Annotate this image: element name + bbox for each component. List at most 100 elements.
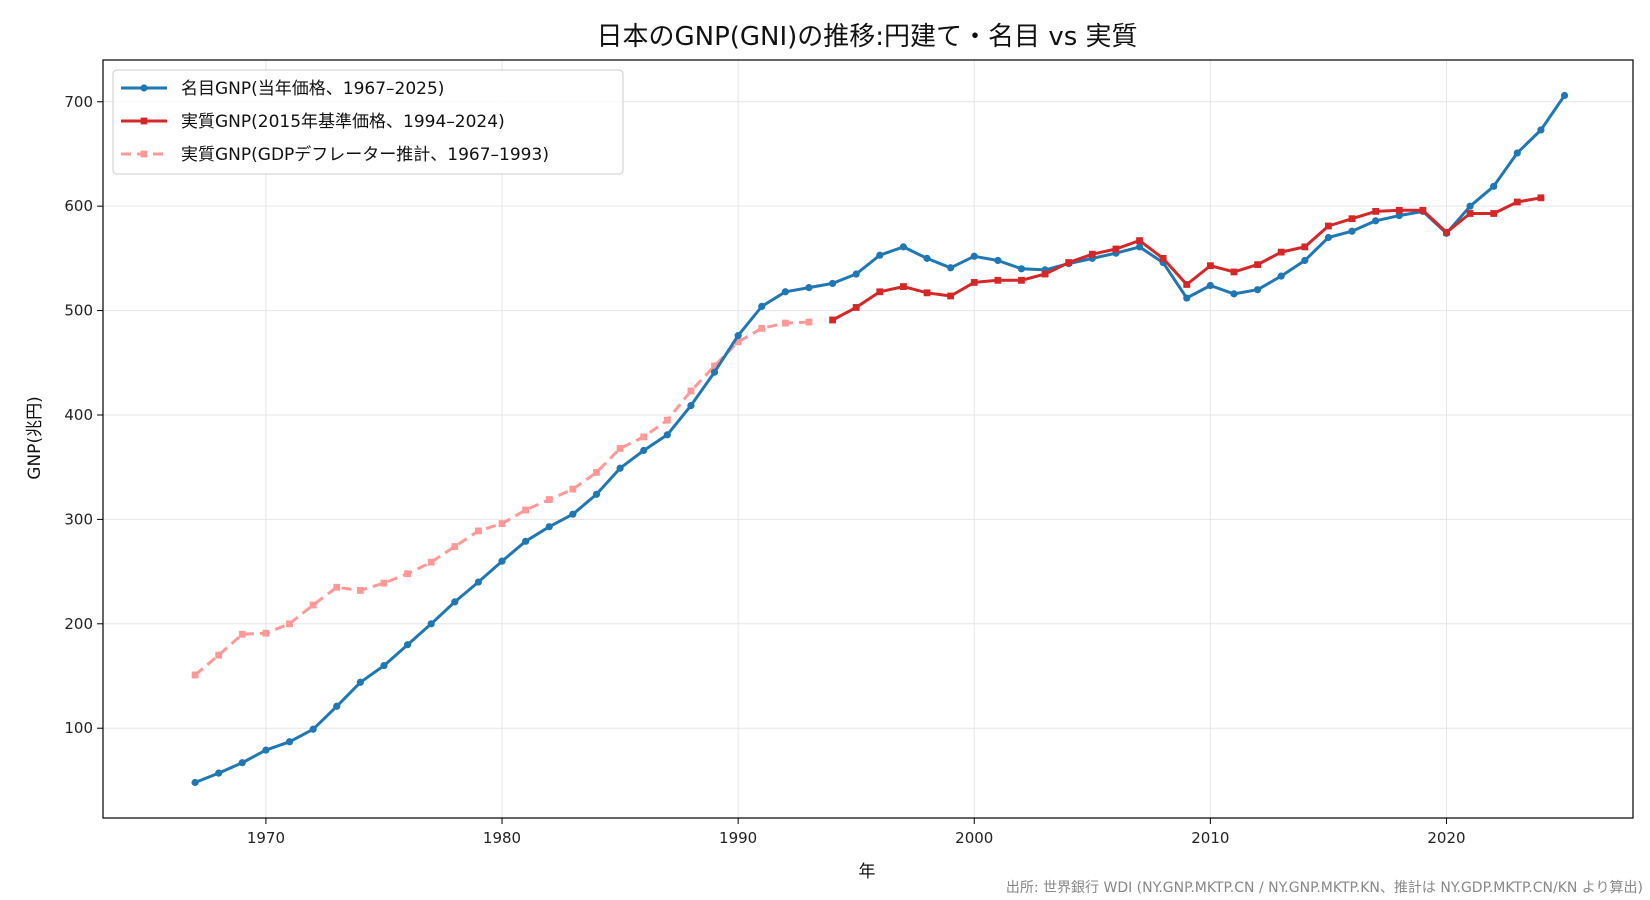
series-1-point: [710, 368, 719, 376]
series-2-point: [1065, 259, 1073, 266]
series-2: [829, 194, 1545, 324]
series-1-point: [1301, 256, 1309, 265]
x-tick-label: 2010: [1191, 829, 1229, 847]
series-1-point: [852, 270, 860, 278]
series-1-point: [1560, 91, 1569, 100]
series-2-point: [1301, 243, 1309, 251]
legend-swatch-marker: [140, 84, 148, 92]
series-3-point: [356, 586, 364, 594]
x-axis-label: 年: [859, 862, 876, 882]
series-1-point: [1253, 286, 1262, 294]
series-3-point: [593, 469, 600, 476]
series-1-point: [970, 252, 978, 260]
series-2-point: [1537, 194, 1545, 202]
axis-ticks: 1970 1980 1990 2000 2010 2020 100 200 300 400 500 6…: [64, 93, 1465, 847]
grid: [103, 60, 1633, 818]
series-3-point: [711, 362, 718, 370]
x-tick-label: 1980: [483, 829, 521, 847]
series-2-point: [876, 288, 884, 296]
x-tick-label: 1990: [719, 829, 757, 847]
series-1-point: [498, 557, 506, 565]
source-note: 出所: 世界銀行 WDI (NY.GNP.MKTP.CN / NY.GNP.MK…: [1006, 880, 1643, 896]
y-tick-label: 700: [64, 93, 93, 111]
series-2-point: [1254, 261, 1261, 269]
series-3-point: [569, 485, 577, 493]
series-1-point: [569, 510, 577, 518]
series-3-point: [451, 543, 459, 550]
series-3-point: [734, 338, 742, 346]
series-1-point: [285, 738, 294, 746]
series-1-point: [616, 464, 624, 472]
series-1: [191, 91, 1569, 787]
series-3-point: [333, 583, 341, 591]
y-tick-label: 600: [64, 197, 93, 215]
series-3-point: [404, 570, 411, 578]
series-2-point: [852, 304, 860, 311]
series-2-point: [1395, 206, 1403, 214]
series-2-point: [1206, 262, 1214, 270]
series-1-point: [333, 702, 341, 710]
series-3-point: [262, 629, 270, 637]
legend-entry: 実質GNP(GDPデフレーター推計、1967–1993): [181, 144, 549, 165]
series-3-point: [475, 527, 482, 535]
series-2-point: [1088, 250, 1096, 258]
series-2-point: [900, 283, 907, 290]
series-1-line: [194, 94, 1566, 784]
series-1-point: [758, 302, 766, 311]
series-1-point: [238, 759, 246, 767]
series-1-point: [522, 537, 530, 545]
series-2-point: [1159, 254, 1167, 262]
series-2-point: [970, 278, 978, 286]
series-2-point: [923, 289, 931, 297]
series-3-point: [663, 416, 671, 424]
series-3-point: [380, 579, 388, 587]
series-2-point: [1136, 237, 1143, 245]
series-1-point: [1135, 243, 1144, 251]
series-1-point: [427, 620, 435, 628]
series-2-point: [1490, 210, 1498, 217]
series-1-point: [215, 769, 223, 777]
y-tick-label: 500: [64, 302, 93, 320]
series-3-point: [238, 630, 246, 638]
series-1-point: [1513, 149, 1521, 157]
series-1-point: [947, 264, 955, 272]
series-3-point: [616, 444, 624, 452]
series-1-point: [828, 279, 837, 288]
legend-swatch-marker: [140, 117, 148, 125]
series-3-point: [498, 520, 506, 527]
series-3-point: [640, 433, 648, 441]
series-3-point: [687, 387, 695, 395]
series-1-point: [1206, 281, 1214, 290]
series-1-point: [1017, 265, 1026, 273]
series-1-point: [1348, 227, 1356, 235]
series-1-point: [474, 578, 483, 586]
series-2-point: [829, 316, 836, 324]
series-1-point: [1466, 202, 1474, 210]
series-3-point: [805, 318, 813, 326]
legend-entry: 実質GNP(2015年基準価格、1994–2024): [181, 112, 505, 132]
y-tick-label: 300: [64, 510, 93, 528]
series-1-point: [309, 725, 317, 733]
legend-box: [112, 69, 624, 175]
series-3-point: [286, 620, 293, 628]
y-axis-label: GNP(兆円): [25, 396, 45, 479]
series-1-point: [1183, 294, 1191, 302]
legend-entry: 名目GNP(当年価格、1967–2025): [181, 79, 444, 99]
series-2-point: [1277, 248, 1285, 256]
x-tick-label: 2000: [955, 829, 993, 847]
series-1-point: [356, 678, 364, 686]
series-1-point: [1230, 290, 1238, 298]
series-2-point: [1041, 270, 1049, 278]
series-1-point: [923, 254, 931, 262]
y-tick-label: 200: [64, 615, 93, 633]
series-1-point: [1277, 272, 1285, 280]
y-tick-label: 100: [64, 719, 93, 737]
series-1-point: [687, 401, 695, 410]
series-1-point: [262, 746, 270, 754]
series-3-point: [191, 671, 199, 679]
series-1-point: [1372, 217, 1380, 225]
series-1-point: [734, 332, 742, 340]
series-2-point: [1443, 228, 1450, 236]
legend-swatch-marker: [140, 150, 148, 158]
series-3-point: [545, 496, 553, 503]
